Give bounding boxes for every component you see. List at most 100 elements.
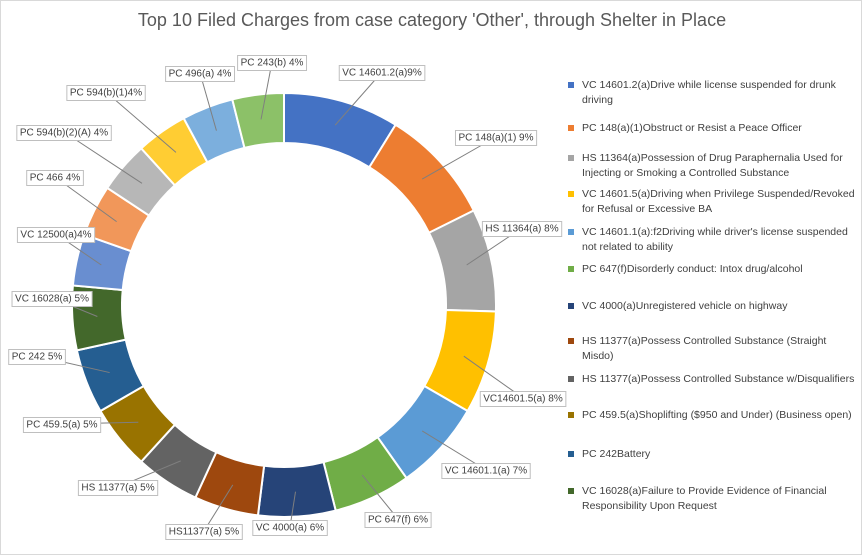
data-label-text: PC 148(a)(1) 9%	[458, 133, 533, 144]
data-label: PC 459.5(a) 5%	[22, 417, 102, 433]
data-label-text: PC 466 4%	[30, 173, 81, 184]
leader-line	[361, 474, 399, 520]
legend-label: VC 4000(a)Unregistered vehicle on highwa…	[582, 300, 788, 312]
data-label: PC 594(b)(2)(A) 4%	[16, 125, 112, 141]
legend-entry: VC 4000(a)Unregistered vehicle on highwa…	[568, 299, 858, 314]
data-label: VC 14601.2(a)9%	[338, 65, 426, 81]
data-label-box	[454, 130, 538, 146]
data-label-text: VC 14601.1(a) 7%	[445, 466, 527, 477]
data-label-box	[237, 55, 308, 71]
legend-entry: HS 11377(a)Possess Controlled Substance …	[568, 372, 858, 387]
data-label-box	[26, 170, 84, 186]
legend-swatch	[568, 488, 574, 494]
data-label: PC 594(b)(1)4%	[66, 85, 146, 101]
data-label-text: HS 11364(a) 8%	[485, 224, 558, 235]
legend-swatch	[568, 266, 574, 272]
data-label: PC 466 4%	[26, 170, 84, 186]
legend-entry: VC 16028(a)Failure to Provide Evidence o…	[568, 484, 858, 514]
data-label-text: PC 647(f) 6%	[368, 515, 428, 526]
legend-swatch	[568, 155, 574, 161]
data-label-box	[165, 524, 243, 540]
legend-label: PC 459.5(a)Shoplifting ($950 and Under) …	[582, 409, 852, 421]
data-label-text: PC 459.5(a) 5%	[26, 420, 97, 431]
data-label-box	[165, 66, 236, 82]
legend-label: HS 11364(a)Possession of Drug Parapherna…	[582, 152, 843, 179]
leader-line	[105, 91, 177, 153]
legend-entry: HS 11364(a)Possession of Drug Parapherna…	[568, 151, 858, 181]
data-label: HS 11377(a) 5%	[77, 480, 159, 496]
data-label-box	[8, 349, 66, 365]
legend-entry: PC 647(f)Disorderly conduct: Intox drug/…	[568, 262, 858, 277]
legend-swatch	[568, 229, 574, 235]
data-label: HS 11364(a) 8%	[481, 221, 563, 237]
data-label-box	[481, 221, 563, 237]
data-label-text: VC 12500(a)4%	[20, 230, 91, 241]
data-label: PC 496(a) 4%	[165, 66, 236, 82]
data-label-box	[441, 463, 531, 479]
data-label-box	[338, 65, 426, 81]
leader-line	[199, 72, 217, 131]
data-label: PC 243(b) 4%	[237, 55, 308, 71]
data-label-text: VC14601.5(a) 8%	[483, 394, 563, 405]
legend-label: PC 242Battery	[582, 448, 651, 460]
legend-swatch	[568, 412, 574, 418]
data-label: PC 647(f) 6%	[364, 512, 432, 528]
data-label: VC 16028(a) 5%	[11, 291, 93, 307]
data-label-text: PC 594(b)(1)4%	[70, 88, 142, 99]
data-label-text: VC 16028(a) 5%	[15, 294, 89, 305]
data-label-text: VC 14601.2(a)9%	[342, 68, 422, 79]
data-label-text: PC 496(a) 4%	[169, 69, 232, 80]
legend-label: VC 16028(a)Failure to Provide Evidence o…	[582, 485, 827, 512]
legend-swatch	[568, 338, 574, 344]
legend-entry: VC 14601.1(a):f2Driving while driver's l…	[568, 225, 858, 255]
data-label-box	[11, 291, 93, 307]
data-label-box	[16, 227, 96, 243]
donut-slice	[256, 460, 337, 518]
legend-entry: PC 148(a)(1)Obstruct or Resist a Peace O…	[568, 121, 858, 136]
legend-entry: VC 14601.2(a)Drive while license suspend…	[568, 78, 858, 108]
data-label: PC 148(a)(1) 9%	[454, 130, 538, 146]
data-label-text: HS 11377(a) 5%	[81, 483, 154, 494]
legend-entry: PC 459.5(a)Shoplifting ($950 and Under) …	[568, 408, 858, 423]
data-label: VC 4000(a) 6%	[252, 520, 328, 536]
legend-entry: HS 11377(a)Possess Controlled Substance …	[568, 334, 858, 364]
data-label-box	[479, 391, 567, 407]
data-label-text: HS11377(a) 5%	[169, 527, 240, 538]
leader-line	[260, 61, 273, 120]
legend-label: VC 14601.2(a)Drive while license suspend…	[582, 79, 836, 106]
legend-swatch	[568, 451, 574, 457]
data-label-box	[252, 520, 328, 536]
legend-swatch	[568, 191, 574, 197]
data-label-box	[22, 417, 102, 433]
data-label-box	[66, 85, 146, 101]
data-label-text: PC 594(b)(2)(A) 4%	[20, 128, 108, 139]
legend-entry: PC 242Battery	[568, 447, 858, 462]
legend-swatch	[568, 376, 574, 382]
data-label-box	[77, 480, 159, 496]
legend-label: HS 11377(a)Possess Controlled Substance …	[582, 373, 855, 385]
legend-swatch	[568, 125, 574, 131]
legend-label: VC 14601.1(a):f2Driving while driver's l…	[582, 226, 848, 253]
chart-title: Top 10 Filed Charges from case category …	[137, 10, 727, 30]
legend-label: PC 647(f)Disorderly conduct: Intox drug/…	[582, 263, 803, 275]
donut-slice	[231, 91, 285, 150]
data-label: PC 242 5%	[8, 349, 66, 365]
data-label: VC14601.5(a) 8%	[479, 391, 567, 407]
legend-label: PC 148(a)(1)Obstruct or Resist a Peace O…	[582, 122, 802, 134]
data-label-text: PC 242 5%	[12, 352, 63, 363]
data-label: HS11377(a) 5%	[165, 524, 243, 540]
data-label-text: PC 243(b) 4%	[241, 58, 304, 69]
legend-swatch	[568, 303, 574, 309]
data-label: VC 12500(a)4%	[16, 227, 96, 243]
data-label-box	[364, 512, 432, 528]
legend-label: VC 14601.5(a)Driving when Privilege Susp…	[582, 188, 855, 215]
data-label-text: VC 4000(a) 6%	[256, 523, 324, 534]
data-label: VC 14601.1(a) 7%	[441, 463, 531, 479]
leader-line	[203, 484, 234, 532]
data-label-box	[16, 125, 112, 141]
legend-entry: VC 14601.5(a)Driving when Privilege Susp…	[568, 187, 858, 217]
legend-label: HS 11377(a)Possess Controlled Substance …	[582, 335, 827, 362]
legend-swatch	[568, 82, 574, 88]
